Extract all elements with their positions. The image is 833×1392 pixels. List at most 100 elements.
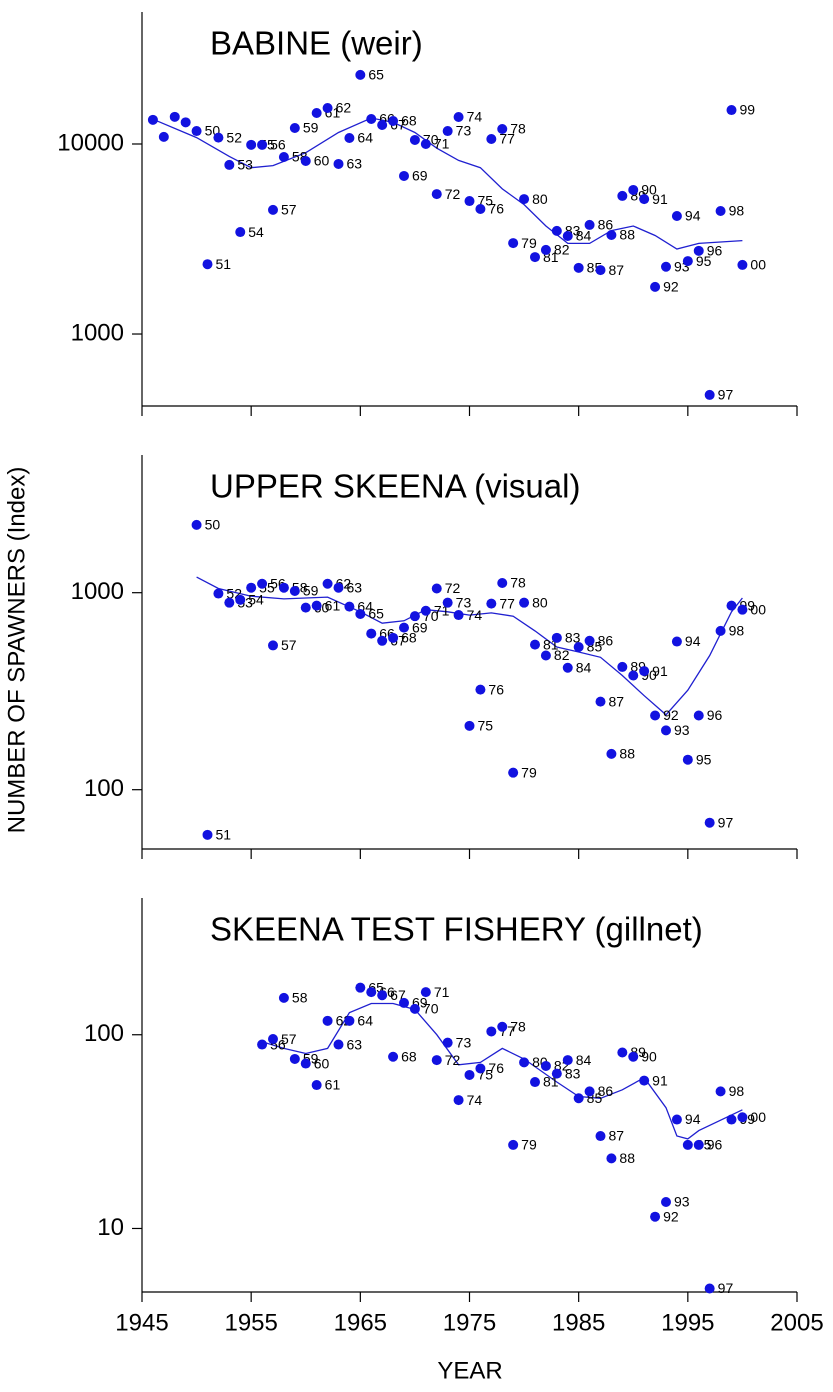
point-label: 98	[729, 1083, 745, 1099]
point	[573, 642, 584, 653]
point-label: 74	[467, 1092, 483, 1108]
point	[191, 519, 202, 530]
point	[420, 987, 431, 998]
point-label: 87	[609, 262, 625, 278]
point	[399, 622, 409, 633]
point	[475, 684, 486, 695]
point	[595, 265, 606, 276]
point	[704, 817, 715, 828]
point	[639, 666, 650, 677]
point-label: 77	[499, 131, 515, 147]
point-label: 54	[248, 224, 264, 240]
point	[344, 1015, 355, 1026]
point	[169, 111, 180, 122]
point-label: 61	[325, 1077, 341, 1093]
point	[726, 105, 737, 116]
x-tick-label: 1985	[552, 1309, 605, 1336]
point-label: 61	[325, 597, 341, 613]
point-label: 58	[292, 990, 308, 1006]
point	[202, 829, 213, 840]
point	[388, 632, 399, 643]
point	[530, 252, 540, 263]
point-label: 91	[652, 1072, 668, 1088]
point	[464, 196, 475, 207]
point	[344, 601, 355, 612]
point	[508, 238, 519, 249]
point	[431, 583, 442, 594]
point	[224, 159, 235, 170]
point	[508, 767, 519, 778]
point-label: 78	[510, 121, 526, 137]
point-label: 96	[707, 243, 723, 259]
point	[628, 184, 639, 195]
point	[333, 1039, 344, 1050]
point-label: 95	[696, 751, 712, 767]
point	[366, 987, 377, 998]
point	[715, 625, 726, 636]
point	[431, 1055, 442, 1066]
point	[453, 111, 464, 122]
point	[573, 1093, 584, 1104]
point	[246, 582, 257, 593]
point	[671, 636, 682, 647]
point-label: 59	[303, 583, 319, 599]
point-label: 82	[554, 242, 570, 258]
point-label: 69	[412, 619, 428, 635]
point-label: 68	[401, 1048, 417, 1064]
point	[235, 227, 246, 238]
point-label: 98	[729, 623, 745, 639]
x-axis-label: YEAR	[437, 1357, 502, 1384]
trend-line	[152, 117, 743, 250]
point	[322, 102, 333, 113]
point	[311, 600, 322, 611]
point	[682, 1139, 693, 1150]
point-label: 99	[740, 102, 756, 118]
point	[366, 113, 377, 124]
point-label: 84	[576, 228, 592, 244]
point-label: 00	[750, 1109, 766, 1125]
point	[650, 710, 661, 721]
point	[519, 1057, 530, 1068]
point-label: 71	[434, 136, 450, 152]
point	[355, 69, 366, 80]
point	[300, 1058, 311, 1069]
point	[540, 244, 551, 255]
point	[486, 598, 497, 609]
point-label: 97	[718, 387, 734, 403]
point	[464, 720, 475, 731]
point	[617, 1047, 628, 1058]
point-label: 73	[456, 1034, 472, 1050]
point-label: 86	[598, 217, 614, 233]
point	[442, 1037, 453, 1048]
point-label: 52	[226, 129, 242, 145]
point	[540, 650, 551, 661]
point-label: 60	[314, 1055, 330, 1071]
point	[693, 245, 704, 256]
point-label: 83	[565, 630, 581, 646]
point-label: 82	[554, 647, 570, 663]
point	[661, 725, 671, 736]
point-label: 83	[565, 1065, 581, 1081]
point	[300, 602, 311, 613]
point-label: 88	[619, 227, 635, 243]
point-label: 90	[641, 182, 657, 198]
point	[617, 661, 628, 672]
point-label: 72	[445, 186, 461, 202]
point	[191, 126, 202, 137]
point	[475, 203, 486, 214]
point-label: 75	[478, 718, 494, 734]
point-label: 78	[510, 575, 526, 591]
trend-line	[196, 576, 743, 716]
point	[289, 586, 300, 597]
point	[497, 124, 508, 135]
point-label: 88	[619, 1150, 635, 1166]
point	[420, 138, 431, 149]
point-label: 92	[663, 279, 679, 295]
point	[693, 710, 704, 721]
point	[530, 1077, 540, 1088]
point	[715, 205, 726, 216]
point	[508, 1139, 519, 1150]
point	[333, 158, 344, 169]
point	[606, 229, 617, 240]
point	[475, 1063, 486, 1074]
